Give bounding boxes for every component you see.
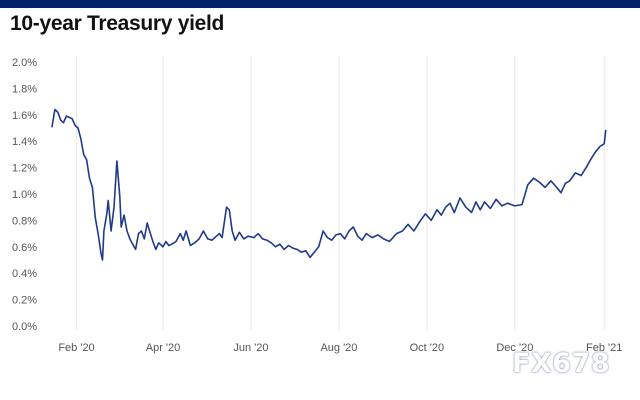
y-tick-label: 1.4% bbox=[12, 136, 37, 148]
chart-title: 10-year Treasury yield bbox=[10, 12, 225, 35]
x-tick-label: Dec '20 bbox=[496, 342, 533, 354]
y-tick-label: 2.0% bbox=[12, 57, 37, 69]
x-tick-label: Aug '20 bbox=[320, 342, 357, 354]
yield-series-line bbox=[51, 108, 607, 261]
x-tick-label: Oct '20 bbox=[410, 342, 445, 354]
y-tick-label: 0.4% bbox=[12, 268, 37, 280]
y-tick-label: 0.8% bbox=[12, 215, 37, 227]
y-tick-label: 0.6% bbox=[12, 242, 37, 254]
y-tick-label: 1.2% bbox=[12, 163, 37, 175]
watermark-logo: FX678 bbox=[512, 348, 611, 379]
x-tick-label: Feb '20 bbox=[58, 342, 94, 354]
x-tick-label: Apr '20 bbox=[146, 342, 181, 354]
x-tick-label: Feb '21 bbox=[586, 342, 622, 354]
x-tick-label: Jun '20 bbox=[233, 342, 268, 354]
y-tick-label: 0.0% bbox=[12, 321, 37, 333]
brand-top-bar bbox=[0, 0, 640, 8]
x-axis-ticks: Feb '20 Apr '20 Jun '20 Aug '20 Oct '20 Dec '… bbox=[58, 342, 622, 354]
series-layer bbox=[51, 108, 607, 261]
y-tick-label: 1.8% bbox=[12, 83, 37, 95]
y-tick-label: 1.6% bbox=[12, 110, 37, 122]
y-tick-label: 1.0% bbox=[12, 189, 37, 201]
y-axis-ticks: 0.0% 0.2% 0.4% 0.6% 0.8% 1.0% 1.2% 1.4% 1.6% 1.8%… bbox=[12, 57, 37, 333]
y-tick-label: 0.2% bbox=[12, 295, 37, 307]
grid-lines bbox=[76, 56, 605, 330]
